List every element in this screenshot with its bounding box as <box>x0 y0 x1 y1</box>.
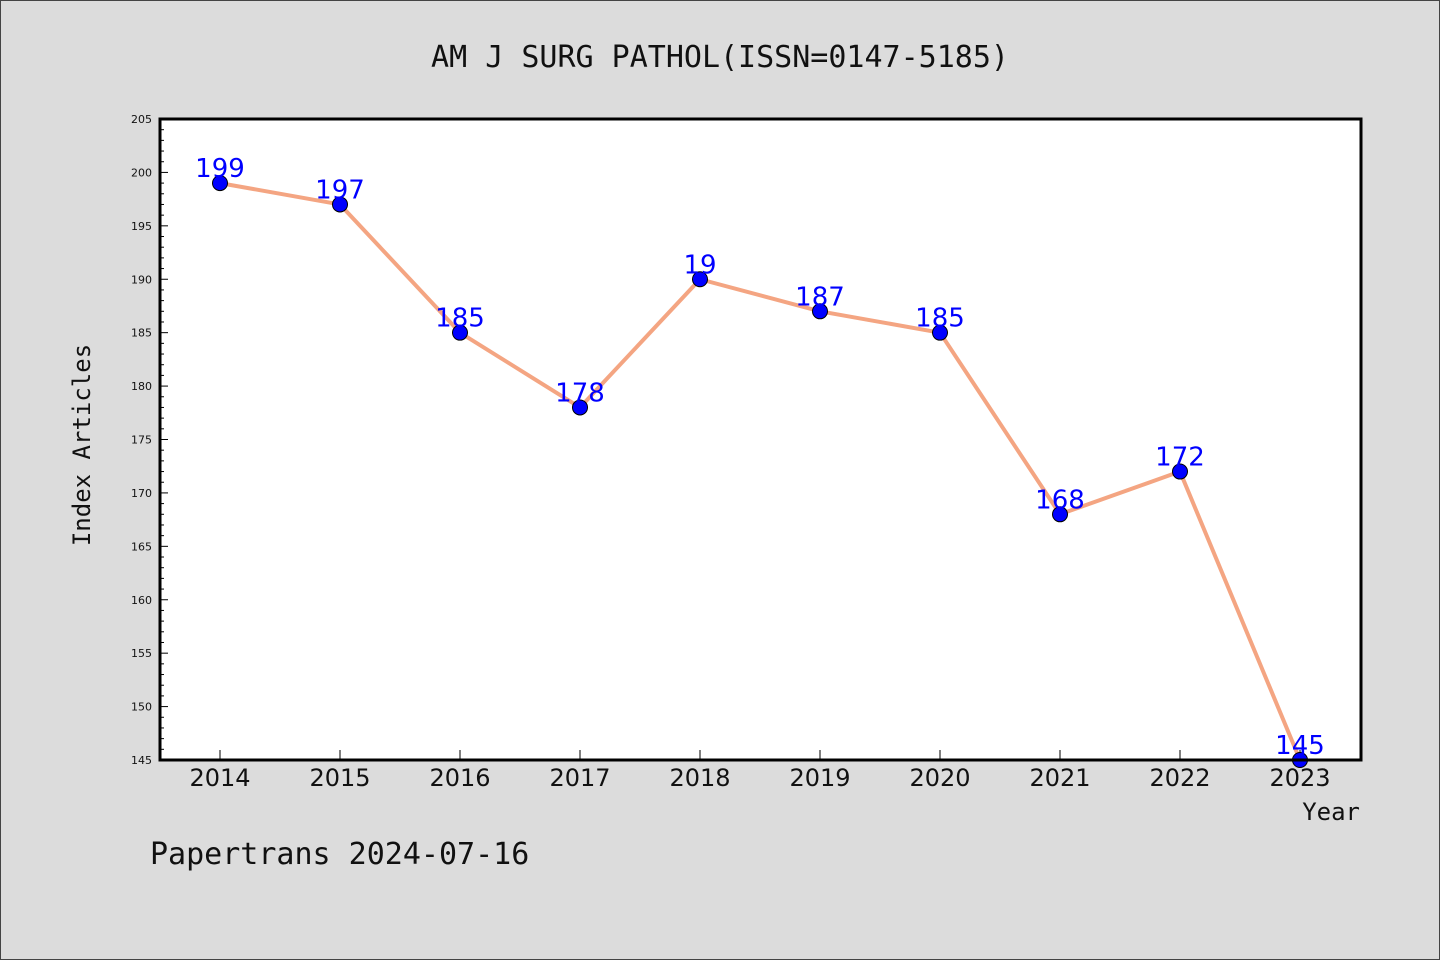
data-point <box>332 196 348 213</box>
data-label: 168 <box>1035 485 1085 515</box>
chart-title: AM J SURG PATHOL(ISSN=0147-5185) <box>431 40 1009 75</box>
x-tick-label: 2020 <box>909 764 970 792</box>
y-tick-label: 175 <box>131 434 152 447</box>
x-axis-label: Year <box>1302 798 1360 826</box>
y-tick-label: 145 <box>131 754 152 767</box>
y-tick-label: 205 <box>131 113 152 126</box>
x-axis: 2014 2015 2016 2017 2018 2019 2020 2021 2022 2023 <box>189 750 1331 792</box>
x-tick-label: 2015 <box>309 764 370 792</box>
y-tick-label: 180 <box>131 380 152 393</box>
x-tick-label: 2021 <box>1029 764 1090 792</box>
data-label: 197 <box>315 175 365 205</box>
y-axis-label: Index Articles <box>68 344 96 546</box>
data-point <box>452 324 468 341</box>
y-tick-label: 185 <box>131 327 152 340</box>
data-label: 199 <box>195 154 245 184</box>
footer-text: Papertrans 2024-07-16 <box>150 837 529 872</box>
series: 199 197 185 178 19 187 185 168 172 145 <box>195 154 1325 768</box>
data-point <box>212 175 228 192</box>
data-label: 178 <box>555 378 605 408</box>
x-tick-label: 2022 <box>1149 764 1210 792</box>
data-point <box>932 324 948 341</box>
data-label: 187 <box>795 282 845 312</box>
data-label: 19 <box>683 250 716 280</box>
data-point <box>1172 463 1188 480</box>
plot-area <box>160 119 1361 760</box>
y-tick-label: 160 <box>131 594 152 607</box>
x-tick-label: 2019 <box>789 764 850 792</box>
x-tick-label: 2016 <box>429 764 490 792</box>
data-point <box>1052 506 1068 523</box>
y-tick-label: 190 <box>131 273 152 286</box>
y-tick-label: 165 <box>131 540 152 553</box>
data-point <box>812 303 828 320</box>
y-tick-label: 170 <box>131 487 152 500</box>
data-label: 185 <box>915 304 965 334</box>
x-tick-label: 2014 <box>189 764 250 792</box>
data-point <box>692 271 708 288</box>
data-label: 172 <box>1155 443 1205 473</box>
y-tick-label: 150 <box>131 701 152 714</box>
x-tick-label: 2023 <box>1269 764 1330 792</box>
x-tick-label: 2017 <box>549 764 610 792</box>
series-line <box>219 181 1302 761</box>
data-label: 145 <box>1275 731 1325 761</box>
data-label: 185 <box>435 304 485 334</box>
data-point <box>572 399 588 416</box>
y-tick-label: 155 <box>131 647 152 660</box>
y-tick-label: 200 <box>131 166 152 179</box>
x-tick-label: 2018 <box>669 764 730 792</box>
y-tick-label: 195 <box>131 220 152 233</box>
plot-border <box>158 117 1363 762</box>
